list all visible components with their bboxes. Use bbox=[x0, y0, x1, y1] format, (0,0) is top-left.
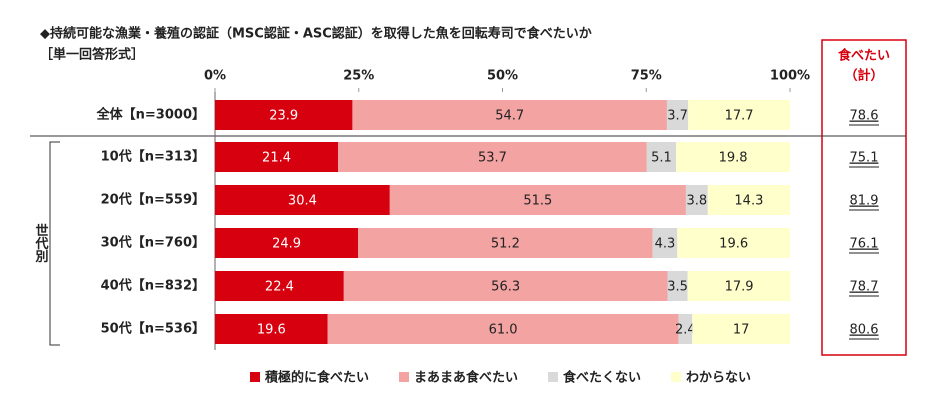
group-bracket bbox=[49, 141, 60, 346]
data-label: 19.6 bbox=[719, 237, 748, 252]
bar-segment bbox=[646, 142, 677, 172]
bar-segment bbox=[215, 314, 328, 344]
data-label: 17.9 bbox=[725, 280, 754, 295]
chart-subtitle: ［単一回答形式］ bbox=[40, 47, 144, 63]
legend-label: まあまあ食べたい bbox=[414, 370, 518, 386]
data-label: 17.7 bbox=[725, 109, 754, 124]
data-label: 61.0 bbox=[489, 323, 518, 338]
bar-segment bbox=[215, 228, 359, 258]
x-tick-label: 100% bbox=[770, 69, 810, 84]
data-label: 51.2 bbox=[491, 237, 520, 252]
total-value: 75.1 bbox=[850, 151, 879, 166]
data-label: 19.6 bbox=[257, 323, 286, 338]
legend-swatch bbox=[399, 372, 410, 382]
y-tick-label: 50代【n=536】 bbox=[101, 321, 205, 337]
data-label: 21.4 bbox=[262, 151, 291, 166]
y-tick-label: 40代【n=832】 bbox=[101, 278, 205, 294]
legend-swatch bbox=[671, 372, 682, 382]
data-label: 54.7 bbox=[495, 109, 524, 124]
total-value: 81.9 bbox=[850, 194, 879, 209]
bar-segment bbox=[687, 271, 791, 301]
bar-segment bbox=[692, 314, 790, 344]
bar-segment bbox=[666, 100, 689, 130]
total-value: 76.1 bbox=[850, 237, 879, 252]
x-tick-label: 0% bbox=[204, 69, 226, 84]
bar-segment bbox=[685, 185, 708, 215]
data-label: 30.4 bbox=[288, 194, 317, 209]
legend-swatch bbox=[548, 372, 559, 382]
bar-segment bbox=[688, 100, 790, 130]
data-label: 17 bbox=[733, 323, 750, 338]
legend-label: わからない bbox=[686, 371, 751, 386]
data-label: 56.3 bbox=[491, 280, 520, 295]
y-tick-label: 20代【n=559】 bbox=[101, 192, 205, 208]
bar-segment bbox=[215, 100, 353, 130]
y-tick-label: 全体【n=3000】 bbox=[96, 107, 205, 123]
data-label: 22.4 bbox=[265, 280, 294, 295]
data-label: 5.1 bbox=[651, 151, 672, 166]
data-label: 3.8 bbox=[687, 194, 708, 209]
x-tick-label: 50% bbox=[487, 69, 518, 84]
data-label: 4.3 bbox=[655, 237, 676, 252]
data-label: 3.7 bbox=[667, 109, 688, 124]
total-header: （計） bbox=[844, 68, 883, 84]
legend-swatch bbox=[250, 372, 260, 382]
x-tick-label: 25% bbox=[343, 69, 374, 84]
data-label: 3.5 bbox=[667, 280, 688, 295]
bar-segment bbox=[338, 142, 647, 172]
bar-segment bbox=[215, 142, 339, 172]
bar-segment bbox=[667, 271, 688, 301]
total-value: 78.7 bbox=[850, 280, 879, 295]
total-value: 80.6 bbox=[850, 323, 879, 338]
data-label: 23.9 bbox=[269, 109, 298, 124]
bar-segment bbox=[343, 271, 668, 301]
bar-segment bbox=[707, 185, 790, 215]
data-label: 24.9 bbox=[272, 237, 301, 252]
bar-segment bbox=[215, 271, 344, 301]
legend-label: 食べたくない bbox=[563, 370, 641, 386]
x-tick-label: 75% bbox=[631, 69, 662, 84]
bar-segment bbox=[676, 142, 790, 172]
bar-segment bbox=[389, 185, 686, 215]
bar-segment bbox=[352, 100, 667, 130]
data-label: 14.3 bbox=[734, 194, 763, 209]
chart-title: ◆持続可能な漁業・養殖の認証（MSC認証・ASC認証）を取得した魚を回転寿司で食… bbox=[40, 26, 592, 42]
y-tick-label: 30代【n=760】 bbox=[101, 235, 205, 251]
bar-segment bbox=[677, 228, 790, 258]
bar-segment bbox=[652, 228, 678, 258]
bar-segment bbox=[215, 185, 390, 215]
data-label: 53.7 bbox=[478, 151, 507, 166]
total-header: 食べたい bbox=[838, 48, 890, 64]
data-label: 19.8 bbox=[719, 151, 748, 166]
total-box bbox=[821, 39, 907, 356]
data-label: 51.5 bbox=[523, 194, 552, 209]
bar-segment bbox=[327, 314, 679, 344]
data-label: 2.4 bbox=[675, 323, 696, 338]
bar-segment bbox=[358, 228, 653, 258]
y-tick-label: 10代【n=313】 bbox=[101, 149, 205, 165]
group-label: 世代別 bbox=[33, 223, 50, 264]
bar-segment bbox=[678, 314, 693, 344]
total-value: 78.6 bbox=[850, 109, 879, 124]
legend-label: 積極的に食べたい bbox=[264, 370, 369, 386]
